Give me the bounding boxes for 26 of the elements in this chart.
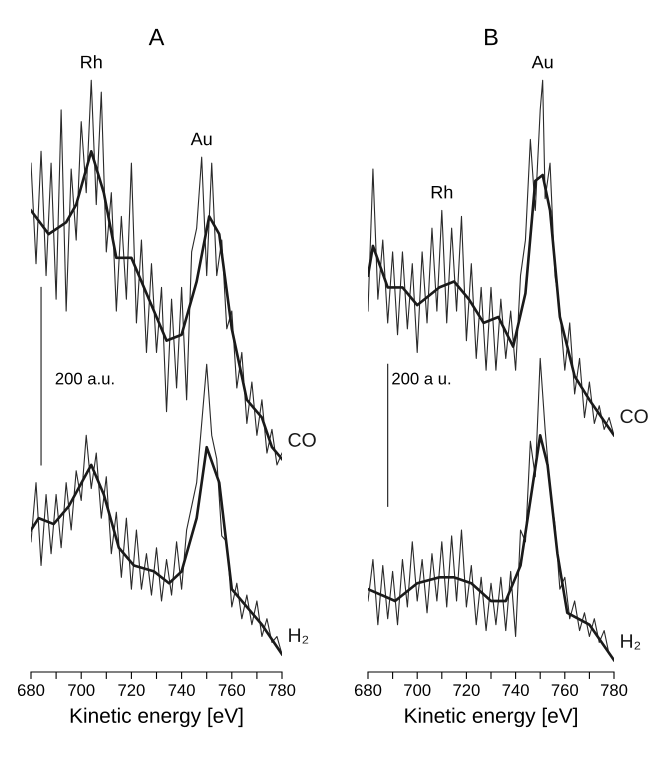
x-tick-label: 700 (68, 684, 94, 696)
annotation: Rh (432, 185, 452, 198)
x-tick-label: 720 (118, 684, 145, 696)
annotation: 200 a u. (392, 372, 450, 384)
series-label: H₂ (621, 634, 640, 650)
x-tick-label: 680 (354, 684, 382, 696)
series-label: CO (288, 433, 316, 447)
series-label: CO (620, 409, 648, 424)
x-tick-label: 780 (268, 684, 296, 696)
annotation: Au (190, 132, 212, 146)
annotation: Rh (81, 55, 102, 68)
x-tick-label: 700 (404, 684, 430, 696)
series-label: H₂ (289, 628, 308, 644)
x-tick-label: 780 (600, 684, 628, 696)
chart-title: B (485, 28, 498, 46)
x-tick-label: 760 (218, 684, 246, 696)
x-axis-title: Kinetic energy [eV] (405, 708, 577, 728)
x-tick-label: 740 (502, 684, 529, 696)
annotation: 200 a.u. (56, 372, 114, 384)
chart-title: A (148, 28, 164, 46)
x-axis-title: Kinetic energy [eV] (70, 708, 242, 728)
x-tick-label: 680 (18, 684, 44, 696)
x-tick-label: 740 (168, 684, 195, 696)
annotation: Au (532, 56, 552, 68)
x-tick-label: 760 (552, 684, 578, 696)
x-tick-label: 720 (453, 684, 480, 696)
